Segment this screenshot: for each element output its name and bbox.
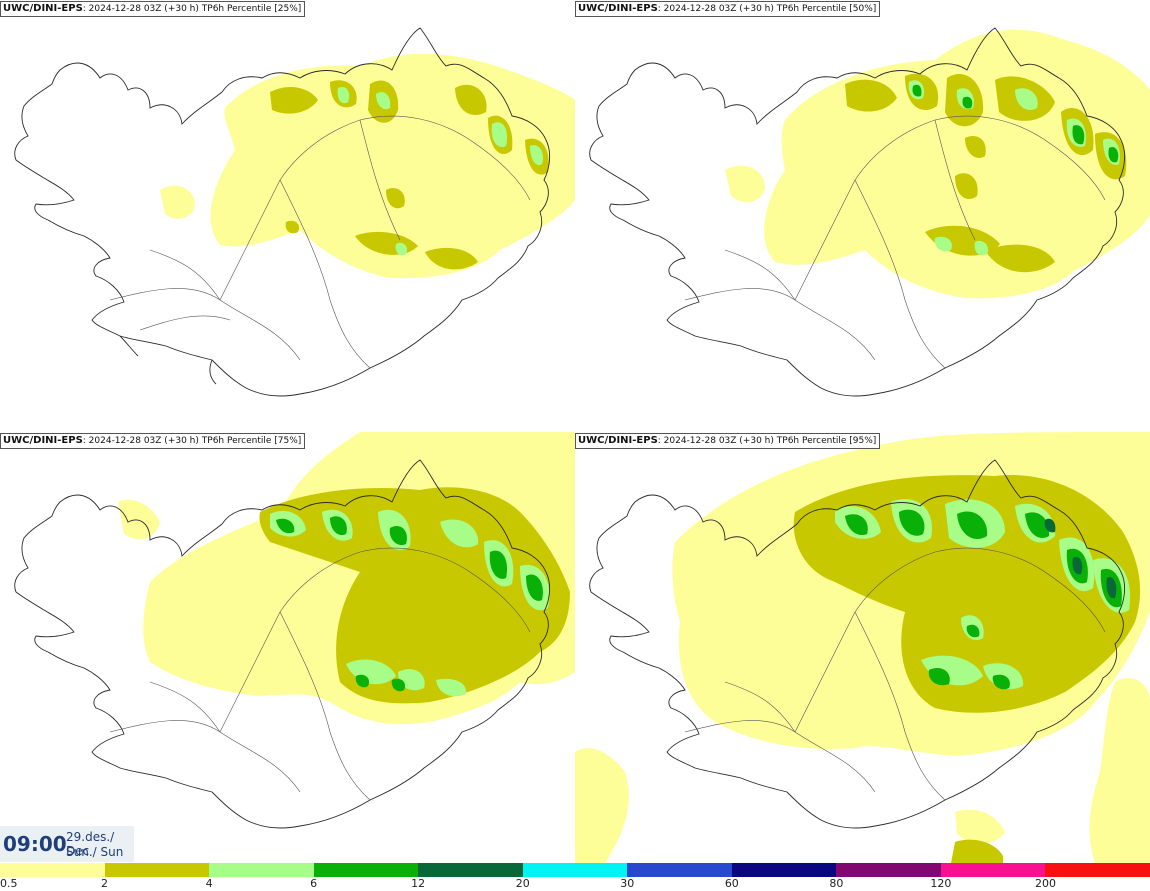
legend-swatch (418, 863, 524, 877)
panel-75: UWC/DINI-EPS: 2024-12-28 03Z (+30 h) TP6… (0, 432, 575, 863)
panel-50: UWC/DINI-EPS: 2024-12-28 03Z (+30 h) TP6… (575, 0, 1150, 431)
road-network (109, 115, 531, 369)
panel-title: UWC/DINI-EPS: 2024-12-28 03Z (+30 h) TP6… (575, 1, 881, 17)
precip-map (14, 27, 575, 397)
legend-label: 6 (310, 877, 318, 890)
valid-date: 29.des./ Dec (66, 830, 115, 858)
precip-fill-very-high (276, 516, 543, 692)
legend-label: 2 (101, 877, 109, 890)
precip-map (575, 432, 1150, 863)
coastline (14, 27, 551, 397)
legend-label: 80 (829, 877, 844, 890)
coastline (589, 27, 1126, 397)
precip-fill-very-high (912, 84, 1119, 163)
precip-fill-dark (1044, 518, 1117, 599)
legend-label: 200 (1034, 877, 1056, 890)
legend-swatch (1045, 863, 1150, 877)
road-network (684, 115, 1106, 369)
legend-label: 120 (930, 877, 952, 890)
coastline (589, 459, 1126, 829)
panel-95: UWC/DINI-EPS: 2024-12-28 03Z (+30 h) TP6… (575, 432, 1150, 863)
legend-swatch (104, 863, 211, 877)
precip-map (589, 27, 1150, 397)
precip-fill-high (908, 80, 1120, 256)
coastline (14, 459, 551, 829)
legend-label: 12 (411, 877, 426, 890)
legend-label: 60 (724, 877, 739, 890)
valid-time-box: 09:00 29.des./ Dec Sun./ Sun (0, 826, 134, 862)
legend-label: 30 (620, 877, 635, 890)
legend-swatch (940, 863, 1047, 877)
precip-fill-light (725, 29, 1150, 299)
precip-map (14, 432, 575, 829)
legend-label: 20 (515, 877, 530, 890)
valid-hour: 09:00 (3, 832, 67, 856)
legend-swatch (731, 863, 838, 877)
panel-title: UWC/DINI-EPS: 2024-12-28 03Z (+30 h) TP6… (575, 433, 881, 449)
color-legend: 0.5 2 4 6 12 20 30 60 80 120 200 (0, 863, 1150, 891)
legend-label: 0.5 (0, 877, 18, 890)
legend-swatch (836, 863, 942, 877)
valid-day: Sun./ Sun (66, 845, 124, 859)
panel-25: UWC/DINI-EPS: 2024-12-28 03Z (+30 h) TP6… (0, 0, 575, 431)
legend-swatch (627, 863, 733, 877)
legend-swatch (209, 863, 315, 877)
legend-swatch (522, 863, 629, 877)
legend-swatch (0, 863, 106, 877)
legend-label: 4 (205, 877, 213, 890)
road-network (684, 547, 1106, 801)
panel-title: UWC/DINI-EPS: 2024-12-28 03Z (+30 h) TP6… (0, 1, 306, 17)
legend-swatch (313, 863, 420, 877)
road-network (109, 547, 531, 801)
panel-title: UWC/DINI-EPS: 2024-12-28 03Z (+30 h) TP6… (0, 433, 306, 449)
precip-fill-high (337, 86, 544, 256)
